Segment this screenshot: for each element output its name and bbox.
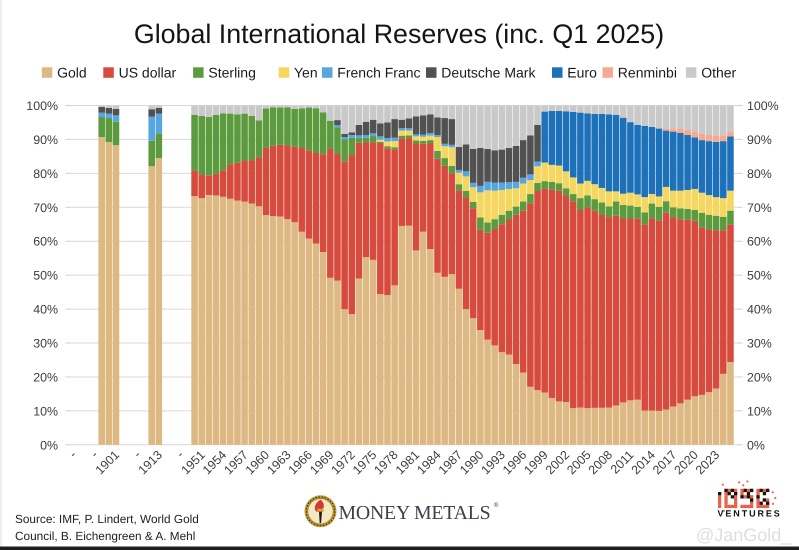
svg-text:60%: 60% bbox=[747, 235, 772, 249]
svg-text:®: ® bbox=[494, 501, 500, 509]
svg-text:100%: 100% bbox=[747, 99, 779, 113]
svg-text:90%: 90% bbox=[33, 133, 58, 147]
svg-text:40%: 40% bbox=[33, 303, 58, 317]
svg-text:0%: 0% bbox=[40, 438, 58, 452]
svg-text:Sterling: Sterling bbox=[208, 65, 255, 81]
svg-text:40%: 40% bbox=[747, 303, 772, 317]
svg-text:100%: 100% bbox=[26, 99, 58, 113]
svg-text:US dollar: US dollar bbox=[119, 65, 177, 81]
svg-text:@JanGold_: @JanGold_ bbox=[696, 525, 792, 545]
svg-text:20%: 20% bbox=[33, 370, 58, 384]
svg-text:70%: 70% bbox=[33, 201, 58, 215]
svg-text:Gold: Gold bbox=[57, 65, 87, 81]
svg-text:Yen: Yen bbox=[294, 65, 318, 81]
svg-text:60%: 60% bbox=[33, 235, 58, 249]
svg-text:80%: 80% bbox=[747, 167, 772, 181]
svg-text:Euro: Euro bbox=[567, 65, 597, 81]
svg-text:Deutsche Mark: Deutsche Mark bbox=[441, 65, 536, 81]
svg-text:50%: 50% bbox=[747, 269, 772, 283]
svg-text:30%: 30% bbox=[33, 337, 58, 351]
svg-text:Other: Other bbox=[701, 65, 736, 81]
svg-text:French Franc: French Franc bbox=[337, 65, 420, 81]
svg-text:20%: 20% bbox=[747, 370, 772, 384]
svg-text:10%: 10% bbox=[747, 404, 772, 418]
svg-text:10%: 10% bbox=[33, 404, 58, 418]
svg-text:80%: 80% bbox=[33, 167, 58, 181]
svg-text:Renminbi: Renminbi bbox=[618, 65, 677, 81]
svg-text:70%: 70% bbox=[747, 201, 772, 215]
svg-text:90%: 90% bbox=[747, 133, 772, 147]
svg-text:Source: IMF, P. Lindert, World: Source: IMF, P. Lindert, World Gold bbox=[15, 512, 199, 526]
svg-text:0%: 0% bbox=[747, 438, 765, 452]
svg-text:30%: 30% bbox=[747, 337, 772, 351]
svg-text:Global International Reserves: Global International Reserves (inc. Q1 2… bbox=[134, 19, 664, 49]
svg-text:50%: 50% bbox=[33, 269, 58, 283]
svg-text:MONEY METALS: MONEY METALS bbox=[339, 502, 491, 524]
svg-text:Council, B. Eichengreen & A. M: Council, B. Eichengreen & A. Mehl bbox=[15, 529, 195, 543]
svg-text:VENTURES: VENTURES bbox=[718, 509, 782, 519]
